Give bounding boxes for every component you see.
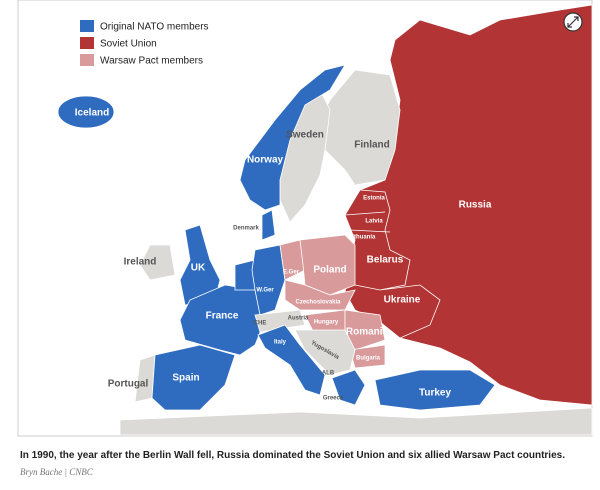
country-label: Spain [172, 373, 199, 384]
country-label: Estonia [363, 196, 385, 202]
poland [299, 234, 356, 296]
legend-label: Original NATO members [100, 22, 209, 33]
map: Iceland Sweden Finland Norway Denmark Es… [17, 0, 593, 437]
bulgaria [349, 344, 386, 369]
country-label: E.Ger [283, 270, 300, 276]
country-label: UK [191, 263, 206, 274]
ireland [139, 244, 176, 281]
country-label: Sweden [286, 130, 324, 141]
country-label: Finland [354, 140, 390, 151]
country-label: Lithuania [349, 235, 376, 241]
country-label: Ireland [124, 257, 157, 268]
legend-swatch [80, 37, 94, 49]
country-label: Italy [274, 340, 287, 346]
benelux [234, 259, 256, 291]
country-label: CHE [254, 321, 267, 327]
land [57, 4, 593, 436]
country-label: Denmark [233, 226, 259, 232]
country-label: Belarus [367, 255, 404, 266]
spain [151, 344, 236, 411]
caption: In 1990, the year after the Berlin Wall … [20, 450, 565, 461]
africa [119, 407, 593, 436]
legend-label: Warsaw Pact members [100, 56, 203, 67]
denmark [261, 209, 276, 241]
iceland [57, 95, 115, 129]
country-label: Turkey [419, 388, 451, 399]
country-label: France [206, 311, 239, 322]
country-label: Russia [459, 200, 492, 211]
yugoslavia [294, 329, 356, 376]
country-label: Hungary [314, 320, 339, 326]
legend-swatch [80, 54, 94, 66]
country-label: Portugal [108, 379, 149, 390]
country-label: Iceland [75, 108, 109, 119]
legend-label: Soviet Union [100, 39, 157, 50]
country-label: W.Ger [256, 288, 274, 294]
austria-che [254, 309, 306, 333]
country-label: Latvia [365, 219, 383, 225]
turkey [374, 369, 496, 411]
romania [344, 309, 386, 351]
country-label: Czechoslovakia [295, 300, 341, 306]
greece [331, 369, 366, 406]
country-label: Austria [288, 316, 309, 322]
country-label: Romania [346, 327, 389, 338]
norway [239, 64, 346, 211]
czechoslovakia [284, 279, 356, 311]
country-label: Norway [247, 155, 284, 166]
country-label: Greece [323, 396, 344, 402]
country-label: Poland [313, 265, 346, 276]
italy [257, 324, 326, 396]
country-label: ALB [322, 371, 335, 377]
country-label: Ukraine [384, 295, 421, 306]
credit: Bryn Bache | CNBC [20, 467, 93, 477]
country-label: Bulgaria [356, 356, 381, 362]
soviet-borders [344, 189, 441, 339]
legend-swatch [80, 20, 94, 32]
legend: Original NATO members Soviet Union Warsa… [80, 20, 209, 67]
expand-button[interactable] [563, 12, 583, 32]
